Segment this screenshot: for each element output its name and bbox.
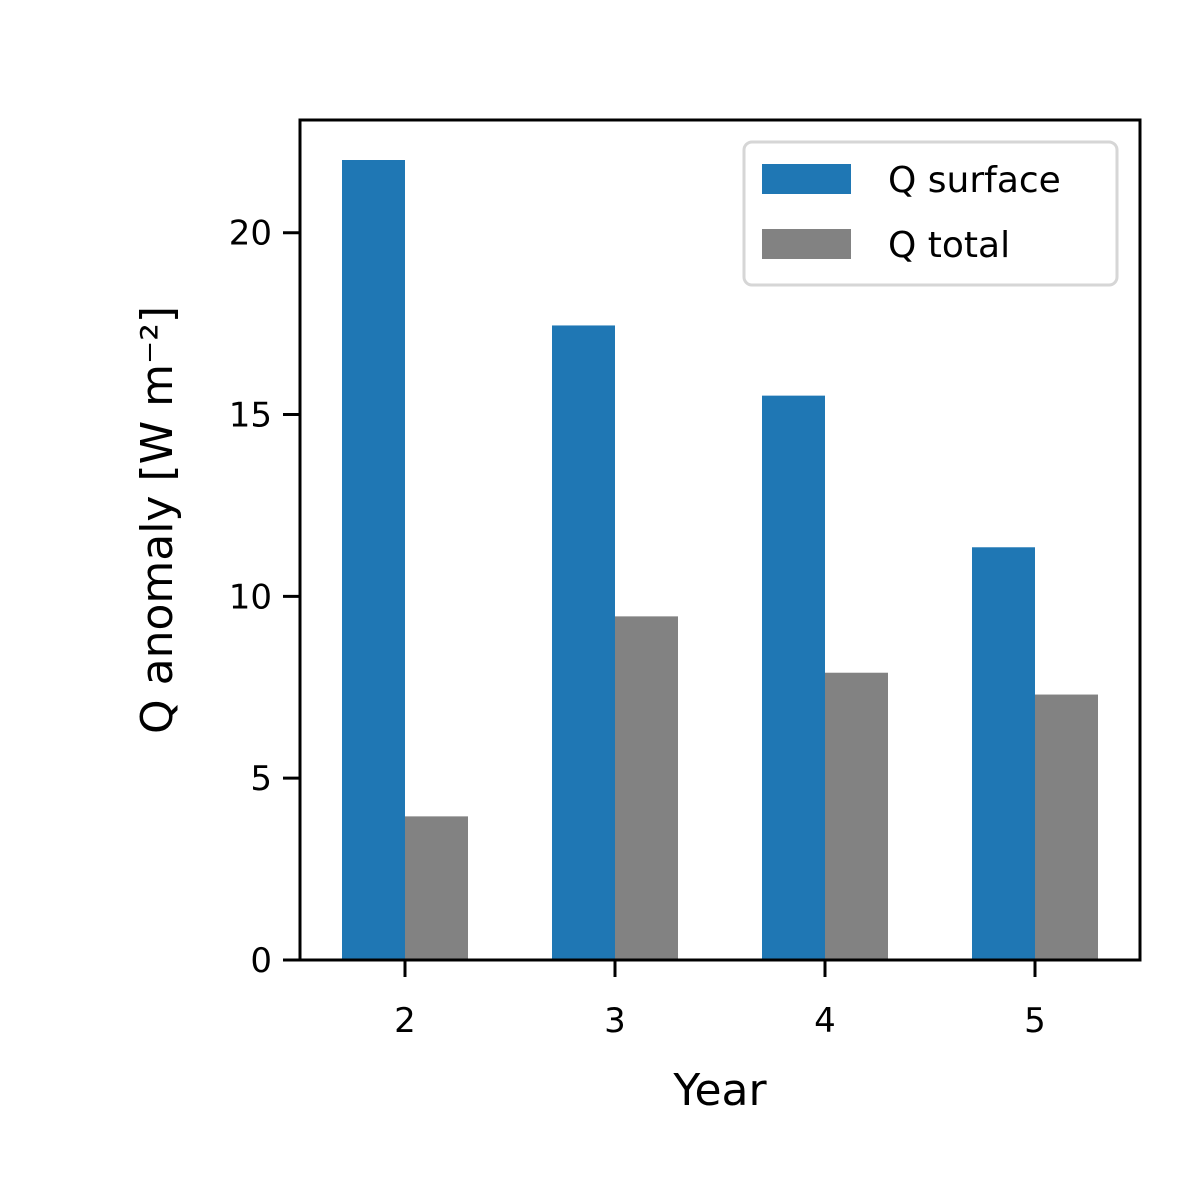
x-tick-label: 5	[1024, 1001, 1046, 1041]
y-ticks-group: 0 5 10 15 20	[229, 214, 300, 981]
legend-label-q-total: Q total	[888, 225, 1010, 266]
bar-q-total-3	[615, 616, 678, 960]
bar-q-total-5	[1035, 694, 1098, 960]
bar-q-surface-3	[552, 325, 615, 960]
bar-q-surface-2	[342, 160, 405, 960]
x-tick-label: 4	[814, 1001, 836, 1041]
bar-q-surface-4	[762, 395, 825, 960]
y-tick-label: 0	[250, 941, 272, 981]
legend-swatch-q-total	[762, 229, 851, 259]
x-tick-label: 3	[604, 1001, 626, 1041]
x-axis-label: Year	[672, 1065, 767, 1116]
y-tick-label: 20	[229, 214, 272, 254]
y-tick-label: 15	[229, 396, 272, 436]
y-tick-label: 10	[229, 577, 272, 617]
legend-swatch-q-surface	[762, 164, 851, 194]
x-tick-label: 2	[394, 1001, 416, 1041]
legend: Q surface Q total	[742, 140, 1119, 287]
y-tick-label: 5	[250, 759, 272, 799]
bars-group	[342, 160, 1098, 960]
bar-q-surface-5	[972, 547, 1035, 960]
x-ticks-group: 2 3 4 5	[394, 960, 1046, 1041]
plot-frame	[298, 118, 1142, 962]
y-axis-label: Q anomaly [W m⁻²]	[132, 306, 183, 734]
bar-q-total-4	[825, 672, 888, 960]
bar-q-total-2	[405, 816, 468, 960]
legend-label-q-surface: Q surface	[888, 160, 1061, 201]
